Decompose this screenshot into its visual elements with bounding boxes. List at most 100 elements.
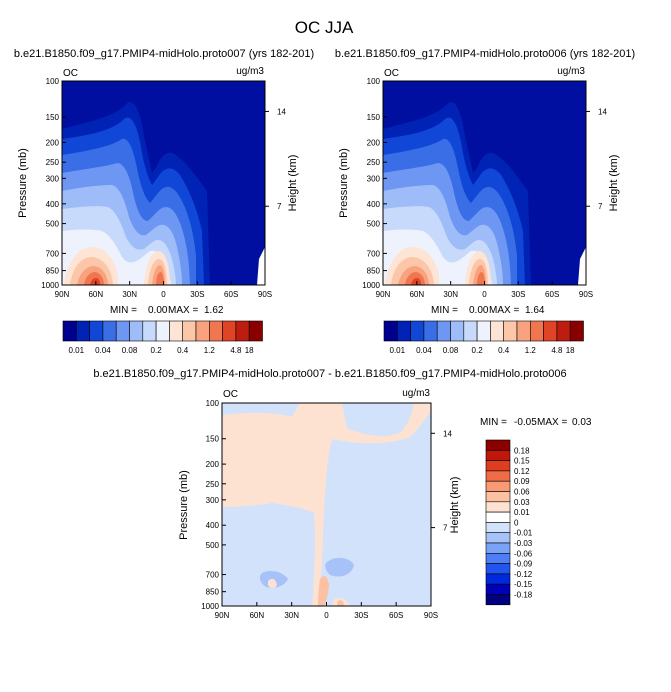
y-tick-label: 1000	[201, 602, 219, 611]
colorbar-label: 0.08	[122, 346, 138, 355]
panel-right-max-label: MAX =	[489, 305, 519, 316]
colorbar-swatch	[155, 320, 170, 342]
colorbar-label: 18	[245, 346, 254, 355]
colorbar-label: 0.4	[177, 346, 189, 355]
y-tick-label: 400	[206, 521, 220, 530]
diff-contour-band	[318, 576, 329, 606]
colorbar-swatch	[423, 320, 438, 342]
right-tick-label: 14	[443, 429, 452, 438]
diff-contour-band	[222, 403, 431, 606]
colorbar-left: 0.01 0.04 0.08 0.2 0.4 1.2 4.8 18	[62, 320, 263, 355]
panel-left-case: b.e21.B1850.f09_g17.PMIP4-midHolo.proto0…	[14, 48, 314, 60]
diff-contour-band	[259, 571, 288, 588]
figure-title: OC JJA	[295, 18, 354, 37]
y-tick-label: 500	[206, 541, 220, 550]
x-tick-label: 30S	[190, 290, 204, 299]
panel-diff-min-label: MIN =	[480, 417, 507, 428]
colorbar-swatch	[529, 320, 544, 342]
y-tick-label: 500	[46, 220, 60, 229]
colorbar-label: 4.8	[230, 346, 242, 355]
colorbar-swatch	[89, 320, 104, 342]
colorbar-label: -0.12	[514, 570, 533, 579]
x-tick-label: 90N	[376, 290, 391, 299]
missing-data	[578, 247, 586, 285]
colorbar-label: 0.04	[95, 346, 111, 355]
colorbar-label: -0.18	[514, 591, 533, 600]
colorbar-label: 0.01	[69, 346, 85, 355]
contour-band	[411, 278, 421, 285]
x-tick-label: 30N	[443, 290, 458, 299]
colorbar-swatch	[485, 573, 511, 585]
colorbar-swatch	[248, 320, 263, 342]
panel-right-min-value: 0.00	[469, 305, 489, 316]
panel-left: b.e21.B1850.f09_g17.PMIP4-midHolo.proto0…	[14, 48, 314, 355]
x-tick-label: 30S	[511, 290, 525, 299]
colorbar-swatch	[182, 320, 197, 342]
colorbar-swatch	[129, 320, 144, 342]
panel-diff-case: b.e21.B1850.f09_g17.PMIP4-midHolo.proto0…	[93, 368, 566, 380]
panel-diff-max-value: 0.03	[572, 417, 592, 428]
colorbar-swatch	[209, 320, 223, 342]
colorbar-label: -0.09	[514, 560, 533, 569]
right-tick-label: 14	[277, 107, 286, 116]
y-tick-label: 200	[206, 460, 220, 469]
colorbar-swatch	[436, 320, 451, 342]
colorbar-swatch	[195, 320, 210, 342]
y-tick-label: 300	[206, 496, 220, 505]
x-tick-label: 60N	[249, 611, 264, 620]
colorbar-label: 1.2	[204, 346, 216, 355]
colorbar-swatch	[490, 320, 504, 342]
colorbar-swatch	[450, 320, 465, 342]
panel-diff-ylabel: Pressure (mb)	[178, 470, 190, 540]
diff-contour-band	[268, 578, 277, 588]
x-tick-label: 30S	[354, 611, 368, 620]
y-tick-label: 850	[206, 588, 220, 597]
panel-right-max-value: 1.64	[525, 305, 545, 316]
y-tick-label: 1000	[362, 281, 380, 290]
x-tick-label: 90S	[258, 290, 272, 299]
panel-diff-contours	[222, 403, 431, 606]
colorbar-label: 0	[514, 518, 519, 527]
colorbar-swatch	[543, 320, 558, 342]
panel-left-contours	[62, 81, 265, 285]
y-tick-label: 150	[206, 435, 220, 444]
panel-left-ylabel: Pressure (mb)	[17, 148, 29, 218]
x-tick-label: 60N	[88, 290, 103, 299]
y-tick-label: 300	[367, 174, 381, 183]
y-tick-label: 400	[367, 200, 381, 209]
panel-right-ylabel-right: Height (km)	[608, 155, 620, 212]
right-tick-label: 7	[277, 202, 282, 211]
y-tick-label: 300	[46, 174, 60, 183]
colorbar-swatch	[485, 439, 511, 451]
colorbar-swatch	[485, 460, 511, 472]
colorbar-label: -0.06	[514, 549, 533, 558]
colorbar-label: 0.09	[514, 477, 530, 486]
colorbar-swatch	[485, 491, 511, 503]
missing-data	[257, 247, 265, 285]
colorbar-swatch	[169, 320, 183, 342]
y-tick-label: 850	[367, 267, 381, 276]
colorbar-swatch	[485, 470, 511, 482]
colorbar-swatch	[485, 449, 511, 461]
x-tick-label: 30N	[284, 611, 299, 620]
colorbar-swatch	[62, 320, 77, 342]
panel-right: b.e21.B1850.f09_g17.PMIP4-midHolo.proto0…	[335, 48, 635, 355]
colorbar-diff: 0.180.150.120.090.060.030.010-0.01-0.03-…	[485, 439, 533, 606]
colorbar-label: 0.4	[498, 346, 510, 355]
y-tick-label: 200	[46, 138, 60, 147]
colorbar-swatch	[235, 320, 250, 342]
y-tick-label: 400	[46, 200, 60, 209]
panel-right-contours	[383, 81, 586, 285]
right-tick-label: 7	[598, 202, 603, 211]
y-tick-label: 700	[367, 249, 381, 258]
y-tick-label: 200	[367, 138, 381, 147]
colorbar-label: 1.2	[525, 346, 537, 355]
colorbar-swatch	[485, 511, 511, 523]
colorbar-swatch	[569, 320, 584, 342]
colorbar-label: 0.08	[443, 346, 459, 355]
panel-right-units: ug/m3	[557, 66, 585, 77]
colorbar-label: 0.2	[151, 346, 163, 355]
x-tick-label: 90S	[424, 611, 438, 620]
